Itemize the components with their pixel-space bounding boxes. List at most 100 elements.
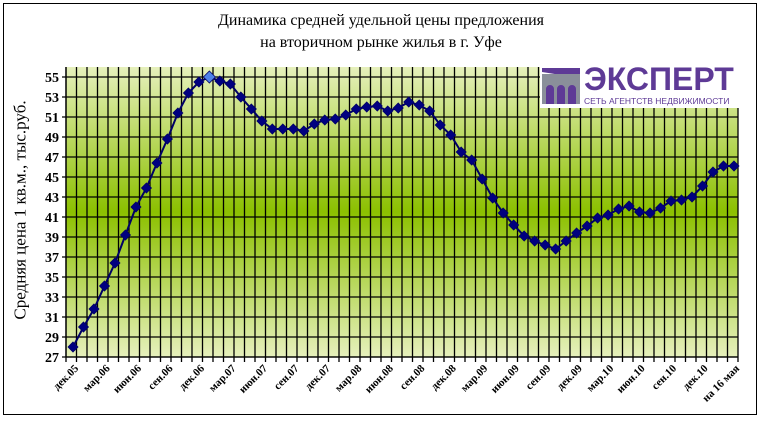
x-tick-label: мар.10 xyxy=(585,362,617,394)
ekspert-logo: ЭКСПЕРТ СЕТЬ АГЕНТСТВ НЕДВИЖИМОСТИ xyxy=(540,61,740,108)
data-point xyxy=(717,160,730,172)
y-tick-label: 51 xyxy=(45,111,59,126)
data-point xyxy=(654,202,667,214)
y-tick-label: 45 xyxy=(45,171,59,186)
data-point xyxy=(277,123,289,135)
data-point xyxy=(529,235,541,247)
x-tick-label: июн.09 xyxy=(489,362,522,395)
data-point xyxy=(119,229,132,241)
data-point xyxy=(539,239,551,251)
data-point xyxy=(592,212,604,224)
data-point xyxy=(634,206,646,218)
data-point xyxy=(518,230,530,242)
data-point xyxy=(98,280,111,292)
data-point xyxy=(581,220,593,232)
data-point xyxy=(350,103,362,115)
x-tick-label: дек.09 xyxy=(555,362,585,392)
data-point xyxy=(707,166,719,178)
data-point xyxy=(382,105,394,117)
data-point xyxy=(550,243,562,255)
y-tick-label: 43 xyxy=(45,191,59,206)
y-tick-label: 29 xyxy=(45,331,59,346)
logo-word: ЭКСПЕРТ xyxy=(584,61,734,97)
y-tick-label: 47 xyxy=(45,151,59,166)
logo-subtitle: СЕТЬ АГЕНТСТВ НЕДВИЖИМОСТИ xyxy=(584,96,730,106)
x-tick-label: дек.06 xyxy=(177,362,207,392)
x-tick-label: дек.10 xyxy=(681,362,711,392)
data-point xyxy=(172,107,184,119)
data-point xyxy=(403,96,415,108)
x-tick-label: мар.06 xyxy=(81,362,113,394)
data-point xyxy=(77,321,90,333)
series-line xyxy=(72,75,734,348)
data-point xyxy=(319,114,331,126)
data-point xyxy=(728,160,740,172)
data-point xyxy=(476,173,488,185)
data-point xyxy=(256,115,268,127)
data-point xyxy=(371,100,383,112)
data-point xyxy=(675,194,688,206)
data-point xyxy=(140,182,153,194)
y-tick-label: 27 xyxy=(45,351,59,366)
data-point xyxy=(109,257,121,269)
data-point xyxy=(214,75,226,87)
data-point xyxy=(602,209,614,221)
data-point xyxy=(161,133,173,145)
data-point xyxy=(424,105,436,117)
x-tick-label: дек.07 xyxy=(303,362,333,392)
x-tick-label: июн.10 xyxy=(615,362,648,395)
data-point xyxy=(466,154,478,166)
data-point xyxy=(497,207,509,219)
data-point xyxy=(266,123,278,135)
data-point xyxy=(613,203,625,215)
y-tick-label: 33 xyxy=(45,291,59,306)
chart-border xyxy=(3,3,757,415)
data-point xyxy=(245,103,257,115)
data-point xyxy=(224,78,236,90)
y-tick-label: 55 xyxy=(45,71,59,86)
x-tick-label: мар.07 xyxy=(207,362,239,394)
data-point xyxy=(571,227,583,239)
data-point xyxy=(392,102,404,114)
x-tick-label: сен.07 xyxy=(272,362,302,392)
x-tick-label: мар.08 xyxy=(333,362,365,394)
data-point xyxy=(193,76,205,88)
data-point xyxy=(696,180,709,192)
x-tick-label: мар.09 xyxy=(459,362,491,394)
x-tick-label: июн.08 xyxy=(363,362,396,395)
data-point xyxy=(329,113,341,125)
data-point xyxy=(686,191,698,203)
building-icon xyxy=(540,64,582,106)
y-tick-label: 49 xyxy=(45,131,59,146)
data-point xyxy=(235,91,247,103)
data-point xyxy=(644,207,656,219)
data-point xyxy=(340,109,352,121)
data-point xyxy=(445,129,457,141)
data-point xyxy=(130,201,142,213)
y-tick-label: 53 xyxy=(45,91,59,106)
y-tick-label: 31 xyxy=(45,311,59,326)
data-point xyxy=(67,341,79,353)
data-point xyxy=(560,235,572,247)
data-point xyxy=(508,219,520,231)
chart-title-line-1: Динамика средней удельной цены предложен… xyxy=(217,12,545,29)
y-tick-label: 35 xyxy=(45,271,59,286)
y-tick-label: 41 xyxy=(45,211,59,226)
x-tick-label: сен.09 xyxy=(524,362,554,392)
chart-title-line-2: на вторичном рынке жилья в г. Уфе xyxy=(260,34,502,51)
data-point xyxy=(287,123,299,135)
data-point xyxy=(361,101,373,113)
x-tick-label: сен.08 xyxy=(398,362,428,392)
x-tick-label: дек.08 xyxy=(429,362,459,392)
x-tick-label: июн.07 xyxy=(237,362,270,395)
x-tick-label: дек.05 xyxy=(51,362,81,392)
data-point xyxy=(487,192,499,204)
data-point xyxy=(298,125,310,137)
data-point xyxy=(308,118,320,130)
y-tick-label: 37 xyxy=(45,251,59,266)
data-point xyxy=(623,200,635,212)
data-point xyxy=(665,195,677,207)
data-point xyxy=(434,119,446,131)
